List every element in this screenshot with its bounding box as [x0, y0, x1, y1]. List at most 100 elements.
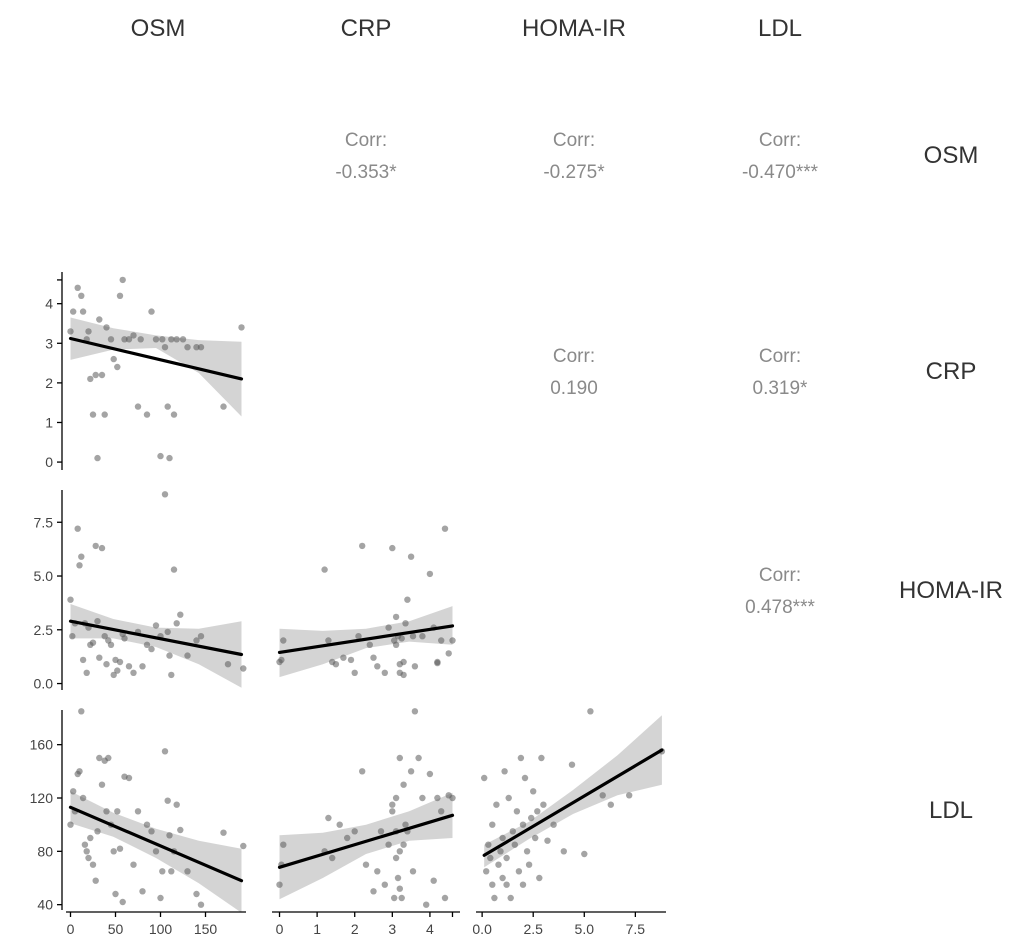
- correlation-value: -0.275*: [543, 162, 605, 183]
- correlation-cell: Corr: -0.275*: [543, 130, 605, 183]
- data-point: [513, 808, 521, 815]
- data-point: [238, 324, 245, 331]
- data-point: [148, 828, 155, 835]
- data-point: [184, 652, 191, 659]
- data-point: [400, 781, 407, 788]
- data-point: [411, 708, 419, 715]
- data-point: [89, 639, 97, 646]
- confidence-band: [70, 317, 242, 417]
- correlation-cell: Corr: 0.190: [550, 346, 598, 399]
- data-point: [159, 336, 166, 343]
- data-point: [400, 841, 407, 848]
- correlation-value: -0.353*: [335, 162, 397, 183]
- correlation-value: -0.470***: [742, 162, 819, 183]
- data-point: [121, 336, 128, 343]
- scatter-panel-ldl-vs-osm: [67, 708, 247, 913]
- data-point: [426, 570, 434, 578]
- data-point: [560, 848, 567, 855]
- data-point: [419, 794, 426, 802]
- data-point: [332, 661, 340, 668]
- data-point: [173, 620, 180, 627]
- data-point: [441, 525, 449, 532]
- data-point: [107, 641, 115, 648]
- data-point: [67, 596, 74, 603]
- scatter-panel-crp-vs-osm: [67, 276, 245, 462]
- data-point: [409, 633, 417, 640]
- data-point: [511, 841, 518, 848]
- regression-line: [68, 805, 244, 883]
- data-point: [449, 794, 456, 802]
- data-point: [116, 658, 124, 666]
- data-point: [568, 761, 576, 768]
- data-point: [78, 292, 85, 299]
- scatter-panel-ldl-vs-crp: [276, 708, 456, 908]
- data-point: [164, 403, 171, 410]
- data-point: [139, 663, 146, 670]
- data-point: [98, 371, 106, 379]
- x-tick-label: 2.5: [523, 921, 543, 937]
- x-axis-osm: 0 50 100 150: [66, 911, 246, 937]
- data-point: [197, 901, 205, 908]
- data-point: [92, 877, 99, 884]
- y-tick-label: 0.0: [34, 676, 54, 692]
- correlation-label: Corr:: [345, 130, 387, 151]
- data-point: [240, 842, 247, 850]
- data-point: [197, 344, 205, 351]
- correlation-label: Corr:: [759, 565, 801, 586]
- data-point: [79, 656, 87, 664]
- y-tick-label: 80: [37, 843, 53, 859]
- y-tick-label: 0: [45, 454, 53, 470]
- data-point: [240, 665, 247, 672]
- data-point: [166, 454, 173, 462]
- data-point: [438, 808, 445, 815]
- data-point: [179, 336, 187, 343]
- data-point: [159, 868, 166, 875]
- data-point: [389, 801, 396, 808]
- data-point: [411, 663, 419, 670]
- data-point: [70, 788, 77, 795]
- regression-line: [482, 748, 664, 857]
- data-point: [101, 411, 108, 418]
- data-point: [114, 363, 121, 371]
- data-point: [550, 821, 557, 828]
- data-point: [445, 650, 452, 657]
- data-point: [161, 491, 169, 498]
- data-point: [434, 794, 441, 802]
- confidence-band: [279, 792, 453, 900]
- data-point: [74, 284, 81, 291]
- data-point: [280, 841, 287, 848]
- data-point: [402, 821, 409, 828]
- data-point: [161, 344, 169, 351]
- data-point: [168, 868, 175, 875]
- data-point: [152, 336, 160, 343]
- x-tick-label: 2: [351, 921, 359, 937]
- data-point: [110, 671, 117, 679]
- data-point: [325, 637, 332, 644]
- x-tick-label: 50: [108, 921, 124, 937]
- data-point: [164, 797, 171, 804]
- data-point: [402, 620, 409, 627]
- data-point: [499, 874, 506, 882]
- data-point: [404, 596, 411, 603]
- data-point: [392, 613, 400, 621]
- data-point: [177, 611, 184, 618]
- data-point: [489, 821, 496, 828]
- column-label: CRP: [341, 15, 392, 42]
- x-tick-label: 100: [149, 921, 173, 937]
- data-point: [70, 308, 77, 315]
- correlation-cell: Corr: 0.319*: [753, 346, 809, 399]
- data-point: [491, 894, 498, 902]
- data-point: [321, 566, 328, 573]
- data-point: [355, 633, 362, 640]
- data-point: [430, 877, 437, 884]
- data-point: [607, 801, 614, 808]
- data-point: [79, 794, 87, 802]
- data-point: [381, 669, 388, 676]
- correlation-cell: Corr: -0.353*: [335, 130, 397, 183]
- regression-line: [68, 336, 244, 381]
- data-point: [83, 669, 90, 676]
- data-point: [173, 336, 180, 343]
- data-point: [114, 667, 121, 674]
- correlation-label: Corr:: [553, 346, 595, 367]
- data-point: [103, 661, 110, 668]
